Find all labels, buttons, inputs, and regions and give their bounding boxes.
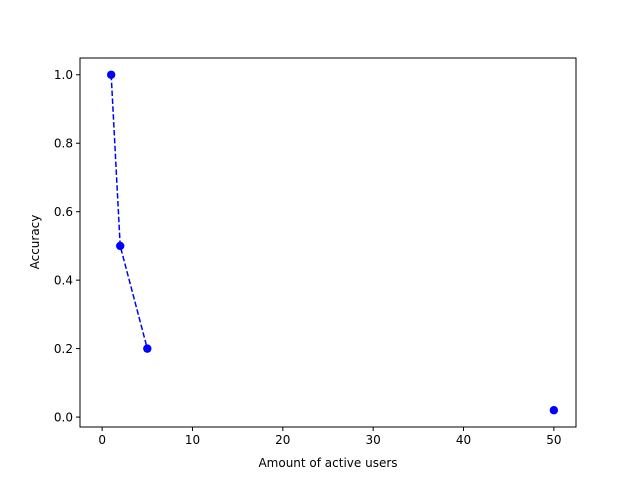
y-tick-label: 1.0 (54, 68, 73, 82)
y-tick-label: 0.4 (54, 273, 73, 287)
y-tick-label: 0.0 (54, 410, 73, 424)
plot-frame (79, 57, 577, 428)
series-2-point-1 (549, 406, 559, 415)
x-tick-label: 50 (546, 433, 561, 447)
series-layer (106, 70, 559, 415)
x-axis-label: Amount of active users (258, 456, 397, 470)
axes-layer: 0 10 20 30 40 50 0.0 0.2 0.4 0.6 0.8 1.0 (54, 57, 577, 447)
y-tick-label: 0.2 (54, 342, 73, 356)
series-1-point-1 (106, 70, 116, 79)
x-tick-label: 20 (275, 433, 290, 447)
x-tick-label: 0 (98, 433, 106, 447)
x-tick-label: 10 (185, 433, 200, 447)
x-tick-label: 30 (366, 433, 381, 447)
x-tick-label: 40 (456, 433, 471, 447)
plot-area (80, 58, 576, 427)
series-1-point-2 (116, 241, 125, 251)
y-tick-label: 0.6 (54, 205, 73, 219)
y-axis-label: Accuracy (28, 215, 42, 270)
y-tick-label: 0.8 (54, 137, 73, 151)
plot-background (80, 58, 576, 427)
series-1-point-3 (143, 344, 152, 353)
